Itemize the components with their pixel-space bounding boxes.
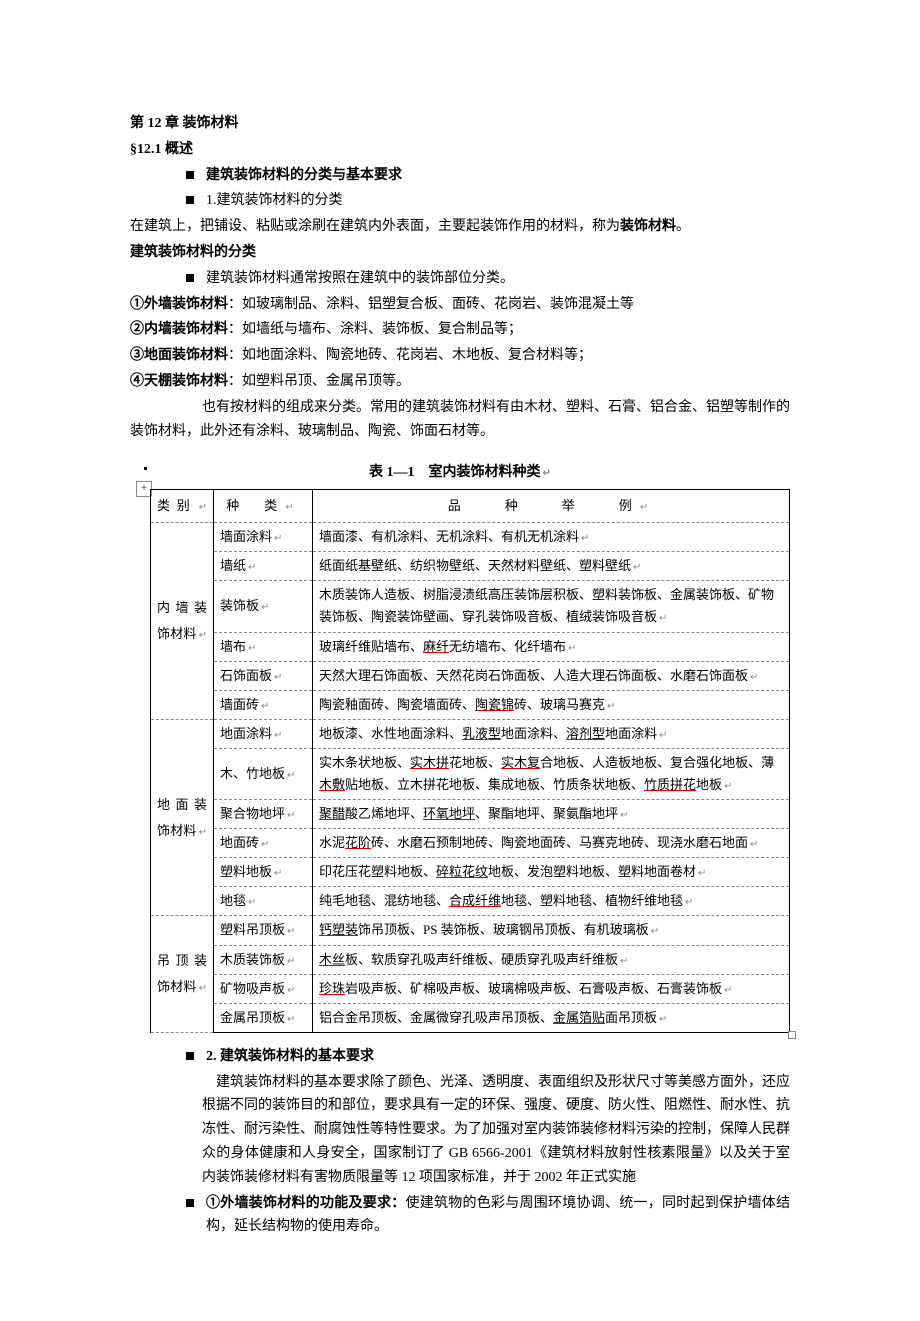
table-kind-cell: 墙面涂料↵ (214, 523, 313, 552)
table-kind-cell: 矿物吸声板↵ (214, 974, 313, 1003)
table-example-cell: 水泥花阶砖、水磨石预制地砖、陶瓷地面砖、马赛克地砖、现浇水磨石地面↵ (313, 829, 790, 858)
materials-table: 类别↵种 类↵品 种 举 例↵ 内墙装饰材料↵墙面涂料↵墙面漆、有机涂料、无机涂料… (150, 489, 790, 1033)
table-kind-cell: 地面涂料↵ (214, 719, 313, 748)
table-kind-cell: 石饰面板↵ (214, 661, 313, 690)
table-kind-cell: 塑料地板↵ (214, 858, 313, 887)
table-header: 种 类↵ (214, 490, 313, 523)
bullet-text: 建筑装饰材料通常按照在建筑中的装饰部位分类。 (206, 267, 514, 291)
table-category-cell: 内墙装饰材料↵ (151, 523, 214, 720)
paragraph: 建筑装饰材料的基本要求除了颜色、光泽、透明度、表面组织及形状尺寸等美感方面外，还… (202, 1071, 790, 1190)
marker-dot-icon (144, 467, 147, 470)
table-kind-cell: 地毯↵ (214, 887, 313, 916)
bullet-item: 2. 建筑装饰材料的基本要求 (186, 1045, 790, 1069)
bullet-item: 建筑装饰材料通常按照在建筑中的装饰部位分类。 (186, 267, 790, 291)
table-example-cell: 聚醋酸乙烯地坪、环氧地坪、聚酯地坪、聚氨酯地坪↵ (313, 800, 790, 829)
list-item: ③地面装饰材料：如地面涂料、陶瓷地砖、花岗岩、木地板、复合材料等； (130, 344, 790, 368)
square-bullet-icon (186, 274, 194, 282)
square-bullet-icon (186, 1199, 194, 1207)
table-example-cell: 钙塑装饰吊顶板、PS 装饰板、玻璃钢吊顶板、有机玻璃板↵ (313, 916, 790, 945)
bullet-text: ①外墙装饰材料的功能及要求：使建筑物的色彩与周围环境协调、统一，同时起到保护墙体… (206, 1192, 790, 1240)
table-example-cell: 玻璃纤维贴墙布、麻纤无纺墙布、化纤墙布↵ (313, 632, 790, 661)
table-example-cell: 印花压花塑料地板、碎粒花纹地板、发泡塑料地板、塑料地面卷材↵ (313, 858, 790, 887)
table-example-cell: 地板漆、水性地面涂料、乳液型地面涂料、溶剂型地面涂料↵ (313, 719, 790, 748)
bullet-item: 1.建筑装饰材料的分类 (186, 189, 790, 213)
table-kind-cell: 装饰板↵ (214, 581, 313, 632)
table-kind-cell: 地面砖↵ (214, 829, 313, 858)
table-example-cell: 墙面漆、有机涂料、无机涂料、有机无机涂料↵ (313, 523, 790, 552)
table-example-cell: 纯毛地毯、混纺地毯、合成纤维地毯、塑料地毯、植物纤维地毯↵ (313, 887, 790, 916)
table-kind-cell: 金属吊顶板↵ (214, 1003, 313, 1032)
table-kind-cell: 木、竹地板↵ (214, 748, 313, 799)
bullet-text: 2. 建筑装饰材料的基本要求 (206, 1045, 374, 1069)
table-example-cell: 天然大理石饰面板、天然花岗石饰面板、人造大理石饰面板、水磨石饰面板↵ (313, 661, 790, 690)
table-kind-cell: 墙纸↵ (214, 552, 313, 581)
bullet-text: 建筑装饰材料的分类与基本要求 (206, 164, 402, 188)
table-kind-cell: 聚合物地坪↵ (214, 800, 313, 829)
chapter-title: 第 12 章 装饰材料 (130, 112, 790, 136)
resize-handle-icon (788, 1031, 796, 1039)
square-bullet-icon (186, 196, 194, 204)
table-example-cell: 珍珠岩吸声板、矿棉吸声板、玻璃棉吸声板、石膏吸声板、石膏装饰板↵ (313, 974, 790, 1003)
table-example-cell: 木质装饰人造板、树脂浸渍纸高压装饰层积板、塑料装饰板、金属装饰板、矿物装饰板、陶… (313, 581, 790, 632)
table-caption: + 表 1—1 室内装饰材料种类↵ (130, 461, 790, 485)
bullet-text: 1.建筑装饰材料的分类 (206, 189, 343, 213)
table-kind-cell: 塑料吊顶板↵ (214, 916, 313, 945)
table-example-cell: 陶瓷釉面砖、陶瓷墙面砖、陶瓷锦砖、玻璃马赛克↵ (313, 690, 790, 719)
subheading: 建筑装饰材料的分类 (130, 241, 790, 265)
table-header: 品 种 举 例↵ (313, 490, 790, 523)
paragraph: 在建筑上，把铺设、粘贴或涂刷在建筑内外表面，主要起装饰作用的材料，称为装饰材料。 (130, 215, 790, 239)
list-item: ④天棚装饰材料：如塑料吊顶、金属吊顶等。 (130, 370, 790, 394)
bullet-item: 建筑装饰材料的分类与基本要求 (186, 164, 790, 188)
paragraph: 也有按材料的组成来分类。常用的建筑装饰材料有由木材、塑料、石膏、铝合金、铝塑等制… (130, 396, 790, 444)
table-example-cell: 木丝板、软质穿孔吸声纤维板、硬质穿孔吸声纤维板↵ (313, 945, 790, 974)
table-example-cell: 纸面纸基壁纸、纺织物壁纸、天然材料壁纸、塑料壁纸↵ (313, 552, 790, 581)
table-kind-cell: 墙布↵ (214, 632, 313, 661)
table-header: 类别↵ (151, 490, 214, 523)
table-kind-cell: 墙面砖↵ (214, 690, 313, 719)
list-item: ①外墙装饰材料：如玻璃制品、涂料、铝塑复合板、面砖、花岗岩、装饰混凝土等 (130, 293, 790, 317)
table-category-cell: 吊顶装饰材料↵ (151, 916, 214, 1032)
square-bullet-icon (186, 171, 194, 179)
section-title: §12.1 概述 (130, 138, 790, 162)
table-category-cell: 地面装饰材料↵ (151, 719, 214, 916)
square-bullet-icon (186, 1052, 194, 1060)
table-example-cell: 铝合金吊顶板、金属微穿孔吸声吊顶板、金属箔贴面吊顶板↵ (313, 1003, 790, 1032)
table-kind-cell: 木质装饰板↵ (214, 945, 313, 974)
bullet-item: ①外墙装饰材料的功能及要求：使建筑物的色彩与周围环境协调、统一，同时起到保护墙体… (186, 1192, 790, 1240)
list-item: ②内墙装饰材料：如墙纸与墙布、涂料、装饰板、复合制品等； (130, 318, 790, 342)
table-example-cell: 实木条状地板、实木拼花地板、实木复合地板、人造板地板、复合强化地板、薄木敷贴地板… (313, 748, 790, 799)
